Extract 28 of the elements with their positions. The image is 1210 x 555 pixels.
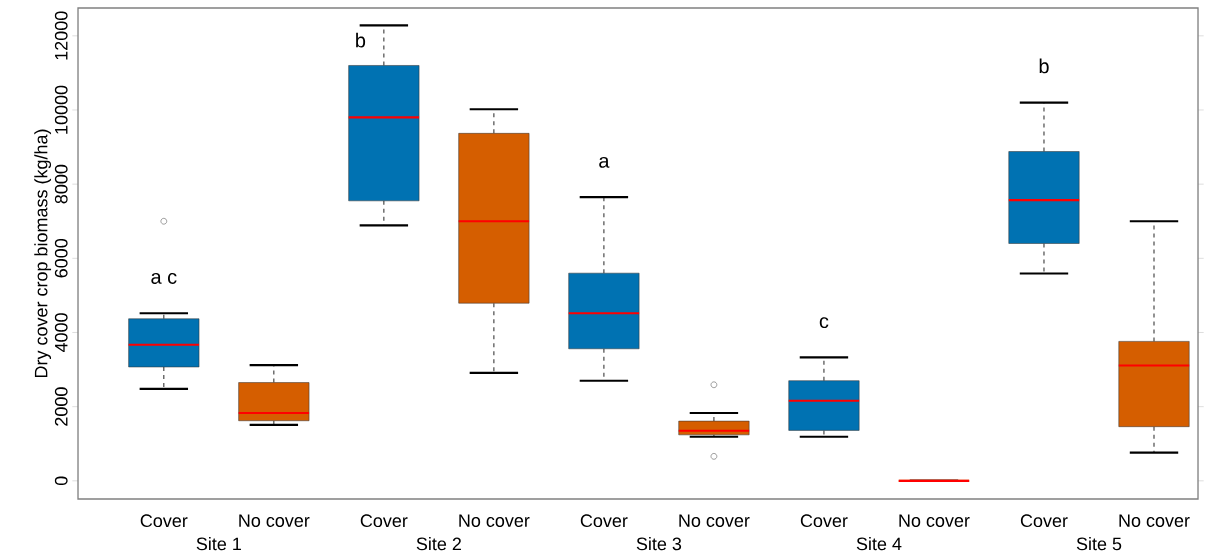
y-tick-label: 6000 bbox=[54, 239, 68, 278]
y-axis-title: Dry cover crop biomass (kg/ha) bbox=[34, 129, 52, 378]
annotation: b bbox=[1039, 58, 1049, 74]
y-tick-label: 8000 bbox=[54, 164, 68, 204]
x-tick-label: No cover bbox=[899, 514, 970, 528]
y-tick-label: 10000 bbox=[54, 85, 68, 134]
y-tick-label: 4000 bbox=[54, 313, 68, 353]
text: Site 1 bbox=[196, 537, 241, 551]
annotation: a c bbox=[151, 273, 177, 285]
y-tick-label: 2000 bbox=[54, 387, 68, 426]
x-tick-label: Cover bbox=[140, 514, 188, 528]
annotation: c bbox=[819, 317, 829, 329]
x-tick-label: Cover bbox=[580, 514, 628, 528]
text: Site 2 bbox=[416, 537, 461, 551]
annotation: b bbox=[356, 32, 366, 48]
annotation: a bbox=[599, 157, 610, 168]
y-tick-label: 12000 bbox=[54, 11, 68, 60]
text: Site 3 bbox=[636, 537, 682, 551]
y-tick-label: 0 bbox=[54, 476, 68, 486]
x-tick-label: No cover bbox=[459, 514, 530, 528]
x-tick-label: Cover bbox=[1020, 514, 1068, 528]
x-tick-label: No cover bbox=[239, 514, 310, 528]
x-tick-label: Cover bbox=[360, 514, 408, 528]
text: Site 4 bbox=[856, 537, 902, 551]
x-tick-label: No cover bbox=[1119, 514, 1190, 528]
x-tick-label: Cover bbox=[800, 514, 848, 528]
x-tick-label: No cover bbox=[679, 514, 750, 528]
text: Site 5 bbox=[1076, 537, 1122, 551]
